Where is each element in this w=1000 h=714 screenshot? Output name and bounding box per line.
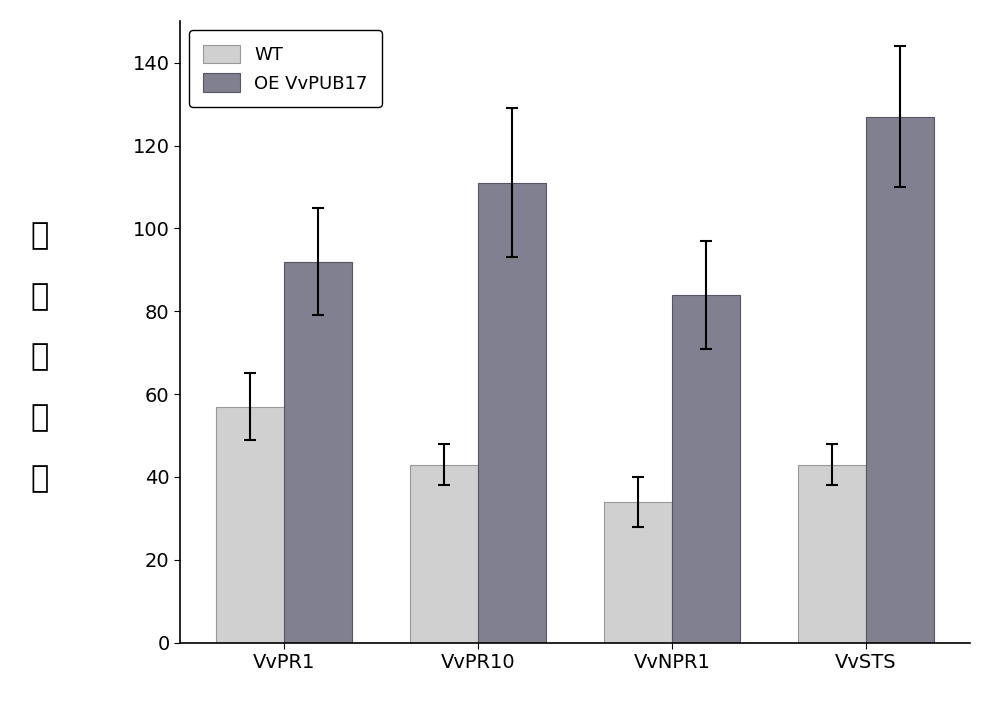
Bar [284, 261, 352, 643]
Bar [410, 465, 478, 643]
Bar [604, 502, 672, 643]
Text: 达: 达 [31, 403, 49, 432]
Bar [478, 183, 546, 643]
Text: 表: 表 [31, 343, 49, 371]
Bar [866, 116, 934, 643]
Text: 量: 量 [31, 464, 49, 493]
Legend: WT, OE VvPUB17: WT, OE VvPUB17 [189, 31, 382, 107]
Text: 对: 对 [31, 282, 49, 311]
Bar [216, 406, 284, 643]
Bar [672, 295, 740, 643]
Bar [798, 465, 866, 643]
Text: 相: 相 [31, 221, 49, 250]
